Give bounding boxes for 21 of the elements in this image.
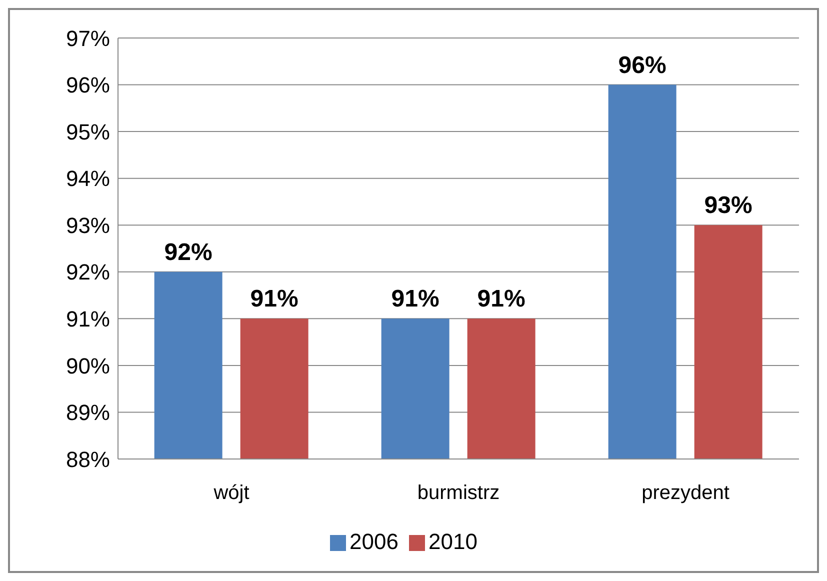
y-tick-label: 94% xyxy=(66,166,110,192)
data-label: 96% xyxy=(618,52,666,79)
y-tick-label: 96% xyxy=(66,72,110,98)
y-tick-label: 89% xyxy=(66,400,110,426)
y-tick-label: 95% xyxy=(66,119,110,144)
data-label: 91% xyxy=(477,286,526,313)
legend-label: 2006 xyxy=(350,529,398,554)
y-tick-label: 91% xyxy=(66,306,110,332)
data-label: 93% xyxy=(704,192,752,220)
x-tick-label: wójt xyxy=(212,482,250,504)
data-label: 91% xyxy=(391,286,440,313)
y-tick-label: 92% xyxy=(66,260,110,285)
data-label: 92% xyxy=(164,238,212,266)
y-tick-label: 93% xyxy=(66,212,110,238)
y-tick-label: 97% xyxy=(66,26,110,51)
data-label: 91% xyxy=(250,286,298,313)
x-tick-label: prezydent xyxy=(642,482,730,504)
legend-label: 2010 xyxy=(428,529,478,554)
y-tick-label: 88% xyxy=(66,446,110,472)
x-tick-label: burmistrz xyxy=(417,482,500,504)
y-tick-label: 90% xyxy=(66,353,110,378)
